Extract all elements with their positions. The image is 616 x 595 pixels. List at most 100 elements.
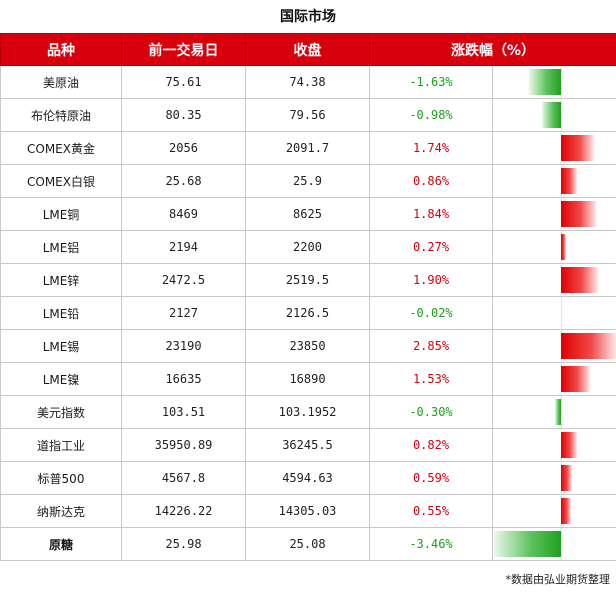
change-bar	[560, 333, 616, 359]
table-row: LME镍 16635 16890 1.53%	[0, 362, 616, 396]
row-name: LME铝	[0, 230, 122, 264]
row-change-bar-cell	[492, 98, 616, 132]
row-prev-close: 16635	[121, 362, 246, 396]
row-close: 36245.5	[245, 428, 370, 462]
row-name: LME锡	[0, 329, 122, 363]
table-body: 美原油 75.61 74.38 -1.63% 布伦特原油 80.35 79.56 -0.98%…	[0, 65, 616, 561]
row-name: 标普500	[0, 461, 122, 495]
row-change-pct: 0.27%	[369, 230, 493, 264]
row-close: 8625	[245, 197, 370, 231]
row-change-bar-cell	[492, 494, 616, 528]
row-close: 2126.5	[245, 296, 370, 330]
table-row: 道指工业 35950.89 36245.5 0.82%	[0, 428, 616, 462]
table-row: 布伦特原油 80.35 79.56 -0.98%	[0, 98, 616, 132]
row-prev-close: 14226.22	[121, 494, 246, 528]
row-close: 25.08	[245, 527, 370, 561]
source-note: *数据由弘业期货整理	[505, 573, 611, 586]
row-change-pct: 0.55%	[369, 494, 493, 528]
row-change-pct: 1.53%	[369, 362, 493, 396]
header-change-pct: 涨跌幅（%）	[369, 33, 616, 66]
row-change-pct: -1.63%	[369, 65, 493, 99]
row-change-pct: 0.82%	[369, 428, 493, 462]
row-prev-close: 23190	[121, 329, 246, 363]
row-change-bar-cell	[492, 263, 616, 297]
row-change-bar-cell	[492, 428, 616, 462]
row-prev-close: 103.51	[121, 395, 246, 429]
row-name: 美元指数	[0, 395, 122, 429]
table-row: 原糖 25.98 25.08 -3.46%	[0, 527, 616, 561]
change-bar	[560, 465, 573, 491]
row-prev-close: 75.61	[121, 65, 246, 99]
table-row: 美原油 75.61 74.38 -1.63%	[0, 65, 616, 99]
row-name: LME镍	[0, 362, 122, 396]
row-prev-close: 2127	[121, 296, 246, 330]
zero-axis	[560, 528, 562, 560]
change-bar	[560, 366, 591, 392]
row-change-bar-cell	[492, 164, 616, 198]
row-prev-close: 25.98	[121, 527, 246, 561]
row-change-pct: -0.98%	[369, 98, 493, 132]
row-close: 16890	[245, 362, 370, 396]
table-row: LME铅 2127 2126.5 -0.02%	[0, 296, 616, 330]
row-change-bar-cell	[492, 131, 616, 165]
change-bar	[560, 135, 595, 161]
change-bar	[555, 399, 561, 425]
row-close: 23850	[245, 329, 370, 363]
row-name: LME铅	[0, 296, 122, 330]
row-change-pct: -0.30%	[369, 395, 493, 429]
zero-axis	[560, 99, 562, 131]
change-bar	[529, 69, 561, 95]
row-close: 4594.63	[245, 461, 370, 495]
change-bar	[560, 267, 598, 293]
row-prev-close: 2056	[121, 131, 246, 165]
row-close: 103.1952	[245, 395, 370, 429]
row-change-pct: 1.90%	[369, 263, 493, 297]
row-change-bar-cell	[492, 329, 616, 363]
header-close: 收盘	[245, 33, 370, 66]
table-row: LME锌 2472.5 2519.5 1.90%	[0, 263, 616, 297]
row-change-pct: -3.46%	[369, 527, 493, 561]
row-close: 2091.7	[245, 131, 370, 165]
row-close: 2200	[245, 230, 370, 264]
row-prev-close: 2472.5	[121, 263, 246, 297]
row-change-bar-cell	[492, 296, 616, 330]
row-change-pct: 1.84%	[369, 197, 493, 231]
row-change-pct: 0.59%	[369, 461, 493, 495]
row-prev-close: 4567.8	[121, 461, 246, 495]
table-row: COMEX黄金 2056 2091.7 1.74%	[0, 131, 616, 165]
change-bar	[560, 168, 578, 194]
row-change-pct: -0.02%	[369, 296, 493, 330]
change-bar	[541, 102, 561, 128]
row-prev-close: 25.68	[121, 164, 246, 198]
row-prev-close: 8469	[121, 197, 246, 231]
table-row: COMEX白银 25.68 25.9 0.86%	[0, 164, 616, 198]
row-close: 2519.5	[245, 263, 370, 297]
change-bar	[560, 234, 567, 260]
row-change-bar-cell	[492, 527, 616, 561]
row-change-pct: 0.86%	[369, 164, 493, 198]
header-prev-close: 前一交易日	[121, 33, 246, 66]
row-prev-close: 80.35	[121, 98, 246, 132]
row-prev-close: 2194	[121, 230, 246, 264]
row-name: COMEX白银	[0, 164, 122, 198]
table-header-row: 品种 前一交易日 收盘 涨跌幅（%）	[0, 33, 616, 66]
change-bar	[560, 498, 572, 524]
row-change-bar-cell	[492, 395, 616, 429]
table-row: 标普500 4567.8 4594.63 0.59%	[0, 461, 616, 495]
row-change-pct: 1.74%	[369, 131, 493, 165]
header-name: 品种	[0, 33, 122, 66]
row-name: 道指工业	[0, 428, 122, 462]
page-title: 国际市场	[280, 9, 336, 25]
table-row: 纳斯达克 14226.22 14305.03 0.55%	[0, 494, 616, 528]
row-name: 原糖	[0, 527, 122, 561]
row-close: 74.38	[245, 65, 370, 99]
change-bar	[494, 531, 561, 557]
market-table: 品种 前一交易日 收盘 涨跌幅（%） 美原油 75.61 74.38 -1.63% 布伦…	[0, 33, 616, 561]
row-name: 美原油	[0, 65, 122, 99]
change-bar	[560, 432, 577, 458]
row-name: COMEX黄金	[0, 131, 122, 165]
row-change-bar-cell	[492, 230, 616, 264]
row-name: LME锌	[0, 263, 122, 297]
row-close: 79.56	[245, 98, 370, 132]
table-row: LME锡 23190 23850 2.85%	[0, 329, 616, 363]
